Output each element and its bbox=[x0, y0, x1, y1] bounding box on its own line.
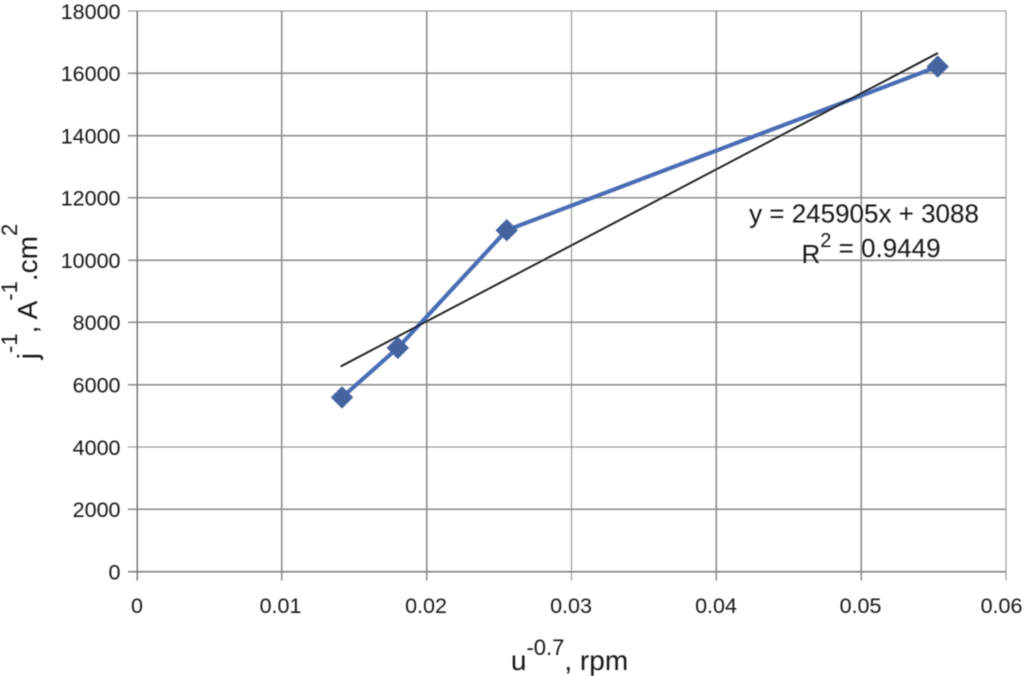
svg-text:2000: 2000 bbox=[73, 498, 121, 522]
svg-text:12000: 12000 bbox=[61, 187, 121, 211]
svg-text:y = 245905x + 3088: y = 245905x + 3088 bbox=[749, 199, 979, 229]
svg-text:16000: 16000 bbox=[61, 62, 121, 86]
svg-text:6000: 6000 bbox=[73, 374, 121, 398]
svg-text:10000: 10000 bbox=[61, 249, 121, 273]
svg-text:R2 = 0.9449: R2 = 0.9449 bbox=[801, 230, 940, 269]
svg-text:0.03: 0.03 bbox=[550, 594, 592, 618]
svg-text:0.01: 0.01 bbox=[260, 594, 302, 618]
svg-text:4000: 4000 bbox=[73, 436, 121, 460]
svg-text:8000: 8000 bbox=[73, 311, 121, 335]
svg-text:0: 0 bbox=[109, 560, 121, 584]
svg-text:0.06: 0.06 bbox=[981, 594, 1023, 618]
svg-text:0.05: 0.05 bbox=[840, 594, 882, 618]
svg-text:18000: 18000 bbox=[61, 0, 121, 24]
svg-text:0: 0 bbox=[131, 594, 143, 618]
svg-text:0.04: 0.04 bbox=[695, 594, 737, 618]
svg-text:14000: 14000 bbox=[61, 124, 121, 148]
svg-text:0.02: 0.02 bbox=[405, 594, 447, 618]
